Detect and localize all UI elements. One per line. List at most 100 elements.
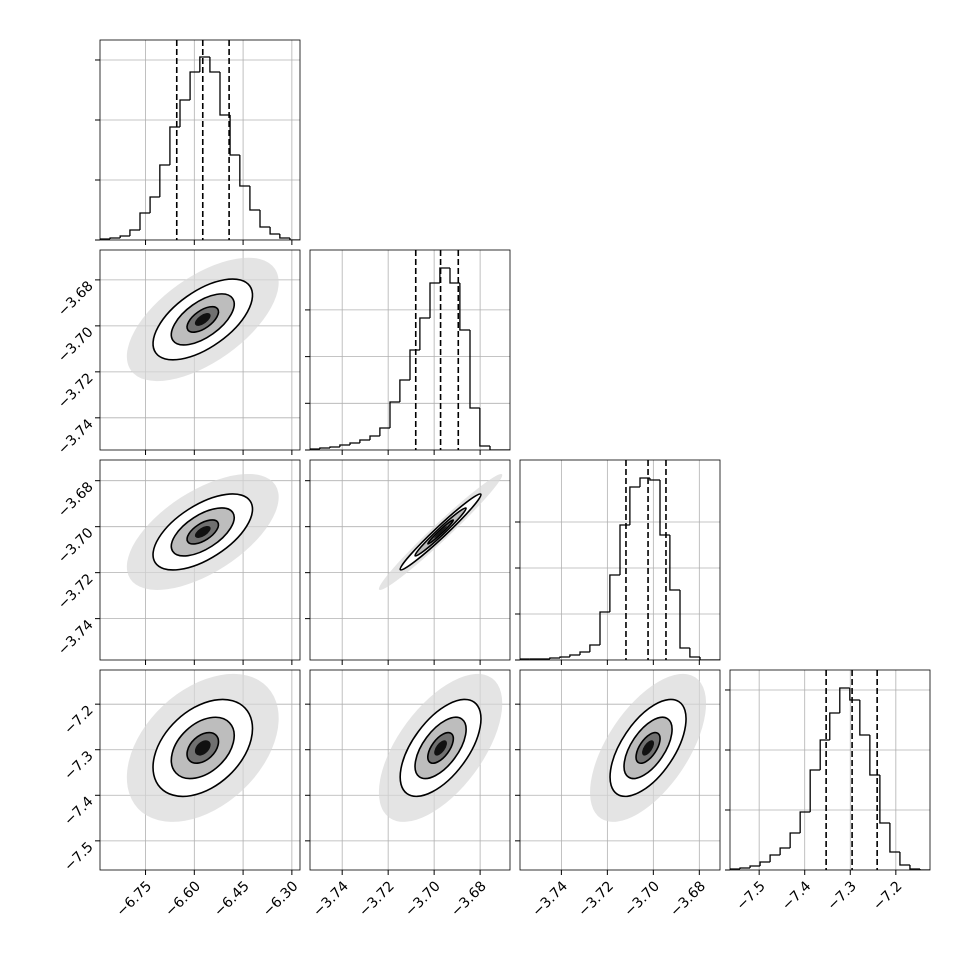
panel-frame	[309, 669, 511, 871]
histogram-step	[310, 448, 320, 450]
histogram-step	[379, 427, 390, 436]
histogram-step	[389, 401, 400, 429]
histogram-step	[259, 209, 271, 228]
histogram-step	[159, 164, 170, 197]
histogram-step	[599, 611, 610, 646]
panel-frame	[519, 669, 721, 871]
histogram-step	[889, 823, 900, 853]
histogram-step	[559, 656, 570, 659]
histogram-step	[769, 854, 781, 863]
histogram-step	[479, 407, 490, 447]
panel-frame	[519, 459, 721, 661]
histogram-step	[429, 282, 440, 318]
histogram-step	[699, 657, 710, 660]
panel-plot	[100, 460, 300, 660]
panel	[305, 249, 511, 455]
histogram-step	[199, 56, 210, 72]
panel-plot	[100, 670, 300, 870]
histogram-step	[809, 769, 821, 812]
histogram-step	[359, 439, 370, 443]
panel-plot	[520, 670, 720, 870]
histogram-step	[129, 229, 140, 236]
histogram-step	[679, 589, 690, 649]
panel	[95, 39, 301, 245]
panel	[515, 459, 721, 665]
histogram-step	[109, 237, 121, 239]
histogram-step	[609, 574, 620, 613]
histogram-step	[209, 56, 220, 73]
panel: −3.74−3.72−3.70−3.68	[305, 669, 511, 920]
panel-frame	[99, 459, 301, 661]
histogram-step	[689, 647, 700, 658]
panel-frame	[99, 669, 301, 871]
histogram-step	[149, 196, 160, 213]
panel-plot	[100, 40, 300, 240]
histogram-step	[669, 535, 680, 591]
histogram-step	[269, 226, 280, 235]
panel-plot	[310, 670, 510, 870]
density-peak	[194, 740, 211, 756]
panel-plot	[730, 670, 930, 870]
histogram-step	[469, 329, 480, 409]
histogram-step	[449, 268, 460, 284]
histogram-step	[579, 651, 590, 655]
histogram-step	[629, 486, 640, 525]
density-peak	[194, 525, 211, 538]
panel-plot	[310, 460, 510, 660]
histogram-step	[100, 238, 111, 240]
density-peak	[434, 525, 447, 538]
histogram-step	[649, 477, 660, 481]
histogram-step	[329, 446, 340, 448]
histogram-step	[249, 185, 260, 211]
histogram-step	[829, 712, 840, 740]
histogram-step	[219, 71, 231, 116]
histogram-step	[369, 435, 380, 441]
histogram-step	[239, 154, 250, 187]
histogram-step	[819, 739, 830, 770]
panel-frame	[729, 669, 931, 871]
histogram-step	[749, 865, 761, 869]
panel-frame	[99, 249, 301, 451]
histogram-step	[839, 687, 850, 713]
histogram-step	[289, 238, 300, 240]
histogram-step	[799, 811, 811, 833]
panel-frame	[309, 459, 511, 661]
histogram-step	[169, 126, 180, 165]
histogram-step	[549, 657, 560, 659]
histogram-step	[569, 654, 580, 658]
histogram-step	[349, 442, 360, 446]
histogram-step	[779, 847, 791, 855]
panel-plot	[520, 460, 720, 660]
histogram-step	[409, 349, 420, 381]
histogram-step	[459, 283, 470, 331]
histogram-step	[419, 317, 430, 351]
histogram-step	[189, 71, 200, 101]
histogram-step	[520, 658, 530, 660]
panel-frame	[309, 249, 511, 451]
density-peak	[642, 740, 655, 756]
panel-plot	[100, 250, 300, 450]
histogram-step	[869, 734, 880, 776]
histogram-step	[789, 832, 801, 848]
histogram-step	[739, 867, 751, 869]
histogram-step	[859, 700, 870, 736]
histogram-step	[279, 233, 290, 239]
histogram-step	[899, 851, 910, 866]
histogram-step	[139, 212, 151, 230]
histogram-step	[759, 861, 771, 866]
density-peak	[434, 740, 447, 756]
histogram-step	[229, 115, 240, 156]
histogram-step	[879, 775, 890, 824]
histogram-step	[909, 865, 920, 870]
histogram-step	[489, 445, 500, 450]
histogram-step	[730, 868, 741, 870]
histogram-step	[339, 444, 350, 448]
histogram-step	[119, 235, 130, 239]
histogram-step	[399, 379, 410, 402]
histogram-step	[179, 99, 191, 128]
density-peak	[194, 313, 211, 326]
histogram-step	[589, 644, 600, 652]
histogram-step	[639, 477, 650, 488]
panel	[305, 459, 511, 665]
